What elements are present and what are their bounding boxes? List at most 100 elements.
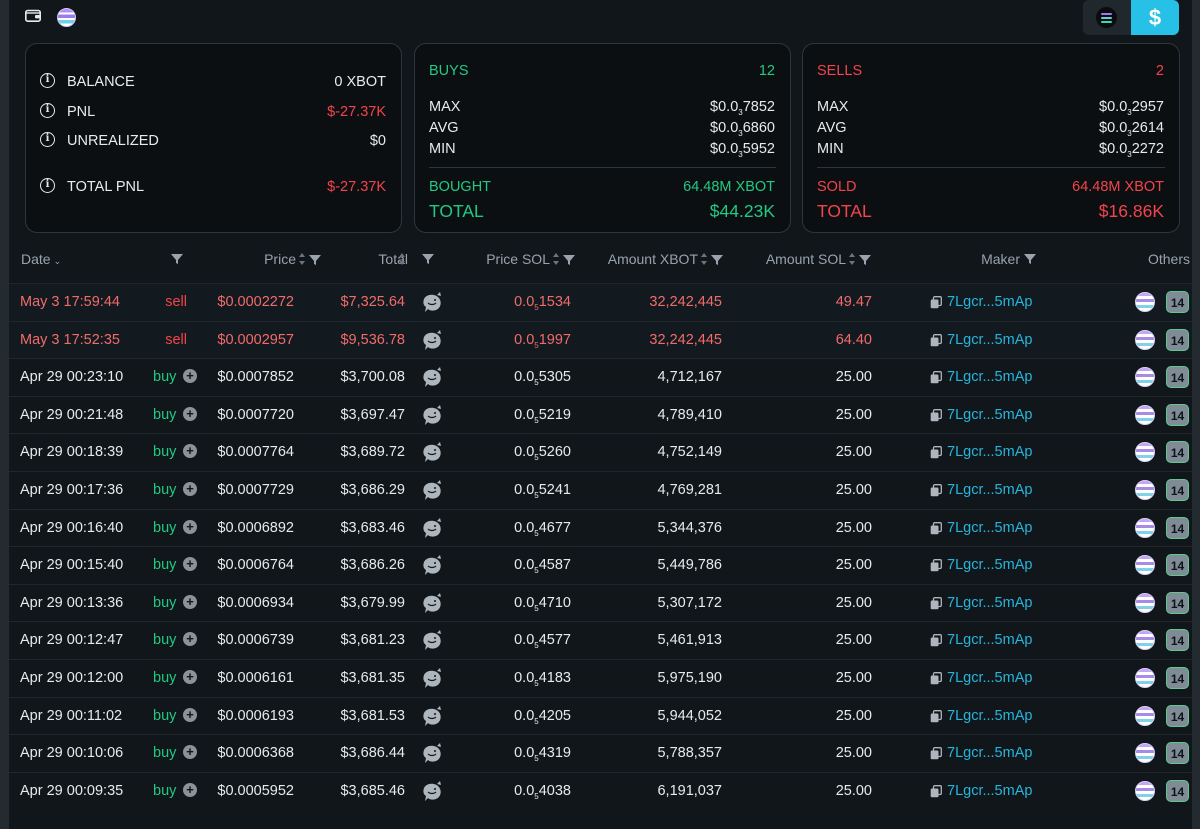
plus-circle-icon[interactable]: + xyxy=(183,406,197,421)
maker-address-link[interactable]: 7Lgcr...5mAp xyxy=(947,444,1033,461)
table-row[interactable]: Apr 29 00:12:00 buy $0.0006161 $3,681.35… xyxy=(9,659,1192,697)
filter-icon[interactable] xyxy=(422,254,434,264)
table-row[interactable]: Apr 29 00:23:10 buy $0.0007852 $3,700.08… xyxy=(9,358,1192,396)
others-count-badge[interactable]: 14 xyxy=(1166,366,1189,389)
maker-address-link[interactable]: 7Lgcr...5mAp xyxy=(947,745,1033,762)
sort-filter-icon[interactable] xyxy=(849,252,873,266)
others-count-badge[interactable]: 14 xyxy=(1166,441,1189,464)
maker-address-link[interactable]: 7Lgcr...5mAp xyxy=(947,331,1033,348)
usd-toggle-button[interactable]: $ xyxy=(1131,0,1179,35)
price-column-header[interactable]: Price xyxy=(264,251,296,267)
maker-address-link[interactable]: 7Lgcr...5mAp xyxy=(947,557,1033,574)
copy-icon[interactable] xyxy=(930,672,942,685)
copy-icon[interactable] xyxy=(930,446,942,459)
maker-address-link[interactable]: 7Lgcr...5mAp xyxy=(947,482,1033,498)
maker-address-link[interactable]: 7Lgcr...5mAp xyxy=(947,294,1033,310)
copy-icon[interactable] xyxy=(930,596,942,610)
copy-icon[interactable] xyxy=(930,333,942,347)
amount-sol-column-header[interactable]: Amount SOL xyxy=(765,251,846,267)
info-icon[interactable]: i xyxy=(40,103,55,118)
filter-icon[interactable] xyxy=(171,254,183,264)
table-row[interactable]: Apr 29 00:17:36 buy $0.0007729 $3,686.29… xyxy=(9,471,1192,509)
others-count-badge[interactable]: 14 xyxy=(1166,291,1189,313)
others-count-badge[interactable]: 14 xyxy=(1166,554,1189,577)
date-column-header[interactable]: Date ⌄ xyxy=(21,251,62,267)
others-count-badge[interactable]: 14 xyxy=(1166,328,1189,351)
others-count-badge[interactable]: 14 xyxy=(1166,779,1189,802)
copy-icon[interactable] xyxy=(930,634,942,647)
others-count-badge[interactable]: 14 xyxy=(1166,591,1189,614)
table-row[interactable]: May 3 17:59:44 sell $0.0002272 $7,325.64… xyxy=(9,283,1192,321)
maker-address-link[interactable]: 7Lgcr...5mAp xyxy=(947,594,1033,611)
sort-filter-icon[interactable] xyxy=(553,252,577,266)
table-row[interactable]: Apr 29 00:15:40 buy $0.0006764 $3,686.26… xyxy=(9,546,1192,584)
table-row[interactable]: Apr 29 00:16:40 buy $0.0006892 $3,683.46… xyxy=(9,508,1192,547)
amount-xbot-column-header[interactable]: Amount XBOT xyxy=(607,251,698,267)
info-icon[interactable]: i xyxy=(40,178,55,193)
plus-circle-icon[interactable]: + xyxy=(183,482,197,496)
maker-column-header[interactable]: Maker xyxy=(981,251,1020,267)
others-count-badge[interactable]: 14 xyxy=(1166,479,1189,501)
copy-icon[interactable] xyxy=(930,784,942,798)
trade-total: $3,685.46 xyxy=(340,782,405,799)
info-icon[interactable]: i xyxy=(40,132,55,147)
info-icon[interactable]: i xyxy=(40,73,55,88)
copy-icon[interactable] xyxy=(930,296,942,309)
token-icon xyxy=(1135,404,1155,425)
table-row[interactable]: Apr 29 00:12:47 buy $0.0006739 $3,681.23… xyxy=(9,621,1192,659)
price-sol-column-header[interactable]: Price SOL xyxy=(486,251,550,267)
token-icon[interactable] xyxy=(57,8,76,27)
filter-icon[interactable] xyxy=(1024,254,1036,264)
table-row[interactable]: Apr 29 00:11:02 buy $0.0006193 $3,681.53… xyxy=(9,696,1192,735)
sol-toggle-button[interactable] xyxy=(1083,0,1131,35)
plus-circle-icon[interactable]: + xyxy=(183,632,197,647)
sells-total-label: TOTAL xyxy=(817,201,872,221)
plus-circle-icon[interactable]: + xyxy=(183,745,197,760)
solana-icon xyxy=(1096,7,1117,28)
table-row[interactable]: Apr 29 00:18:39 buy $0.0007764 $3,689.72… xyxy=(9,433,1192,471)
plus-circle-icon[interactable]: + xyxy=(183,782,197,797)
table-row[interactable]: May 3 17:52:35 sell $0.0002957 $9,536.78… xyxy=(9,320,1192,359)
sort-icon[interactable] xyxy=(399,252,405,266)
sort-filter-icon[interactable] xyxy=(299,252,323,266)
trade-price-sol: 0.055241 xyxy=(514,482,571,500)
copy-icon[interactable] xyxy=(930,371,942,384)
maker-address-link[interactable]: 7Lgcr...5mAp xyxy=(947,519,1033,536)
trade-type: buy xyxy=(153,444,177,461)
plus-circle-icon[interactable]: + xyxy=(183,707,197,722)
maker-address-link[interactable]: 7Lgcr...5mAp xyxy=(947,670,1033,686)
others-count-badge[interactable]: 14 xyxy=(1166,629,1189,652)
copy-icon[interactable] xyxy=(930,408,942,422)
maker-address-link[interactable]: 7Lgcr...5mAp xyxy=(947,632,1033,649)
sort-filter-icon[interactable] xyxy=(701,252,725,266)
maker-address-link[interactable]: 7Lgcr...5mAp xyxy=(947,707,1033,724)
plus-circle-icon[interactable]: + xyxy=(183,369,197,384)
others-count-badge[interactable]: 14 xyxy=(1166,403,1189,426)
table-row[interactable]: Apr 29 00:09:35 buy $0.0005952 $3,685.46… xyxy=(9,771,1192,810)
plus-circle-icon[interactable]: + xyxy=(183,444,197,459)
others-count-badge[interactable]: 14 xyxy=(1166,516,1189,539)
maker-address-link[interactable]: 7Lgcr...5mAp xyxy=(947,369,1033,386)
buys-total-label: TOTAL xyxy=(429,201,484,221)
maker-address-link[interactable]: 7Lgcr...5mAp xyxy=(947,782,1033,799)
plus-circle-icon[interactable]: + xyxy=(183,519,197,534)
table-row[interactable]: Apr 29 00:13:36 buy $0.0006934 $3,679.99… xyxy=(9,583,1192,622)
trade-total: $3,686.29 xyxy=(340,482,405,498)
unrealized-label: UNREALIZED xyxy=(67,133,159,149)
plus-circle-icon[interactable]: + xyxy=(183,594,197,609)
currency-toggle[interactable]: $ xyxy=(1083,0,1179,35)
others-count-badge[interactable]: 14 xyxy=(1166,704,1189,727)
copy-icon[interactable] xyxy=(930,484,942,497)
copy-icon[interactable] xyxy=(930,747,942,760)
copy-icon[interactable] xyxy=(930,521,942,535)
maker-address-link[interactable]: 7Lgcr...5mAp xyxy=(947,406,1033,423)
wallet-icon[interactable] xyxy=(25,9,41,22)
others-count-badge[interactable]: 14 xyxy=(1166,742,1189,765)
table-row[interactable]: Apr 29 00:21:48 buy $0.0007720 $3,697.47… xyxy=(9,395,1192,434)
others-count-badge[interactable]: 14 xyxy=(1166,667,1189,689)
copy-icon[interactable] xyxy=(930,709,942,723)
table-row[interactable]: Apr 29 00:10:06 buy $0.0006368 $3,686.44… xyxy=(9,734,1192,772)
copy-icon[interactable] xyxy=(930,559,942,572)
plus-circle-icon[interactable]: + xyxy=(183,557,197,572)
plus-circle-icon[interactable]: + xyxy=(183,670,197,684)
